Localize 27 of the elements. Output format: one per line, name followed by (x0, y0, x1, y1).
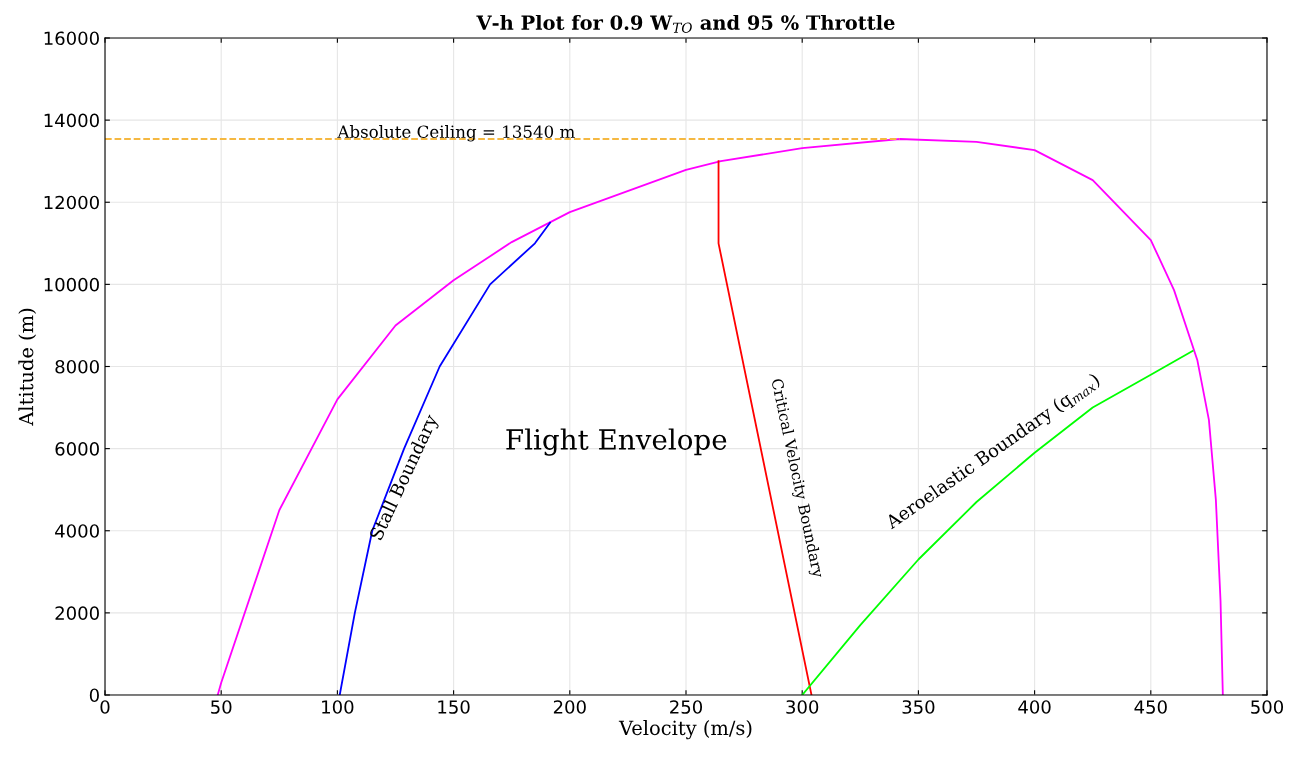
y-tick-label: 12000 (44, 195, 99, 210)
y-tick-label: 2000 (55, 606, 99, 620)
y-axis-title: Altitude (m) (18, 308, 37, 426)
x-tick-label: 400 (1018, 700, 1051, 714)
x-tick-label: 350 (902, 700, 935, 714)
annotation: Critical Velocity Boundary (768, 378, 825, 580)
x-tick-label: 450 (1134, 700, 1167, 714)
y-tick-label: 8000 (55, 359, 99, 374)
annotation: Aeroelastic Boundary (q$_{max}$) (883, 372, 1103, 533)
x-tick-label: 250 (670, 700, 703, 714)
x-axis-title: Velocity (m/s) (618, 720, 752, 740)
annotation: Absolute Ceiling = 13540 m (337, 125, 575, 142)
chart-title: V-h Plot for 0.9 W$_{TO}$ and 95 % Throttle (476, 14, 895, 33)
annotation: Flight Envelope (506, 428, 727, 456)
x-tick-label: 300 (786, 700, 819, 714)
y-tick-label: 0 (89, 688, 99, 703)
x-tick-label: 100 (322, 700, 354, 714)
x-tick-label: 200 (553, 700, 586, 714)
y-tick-label: 6000 (55, 442, 99, 456)
y-tick-label: 14000 (44, 113, 99, 128)
y-tick-label: 16000 (44, 31, 99, 46)
x-tick-label: 50 (211, 700, 232, 714)
x-tick-label: 0 (100, 700, 110, 714)
y-tick-label: 4000 (55, 524, 99, 538)
x-tick-label: 150 (438, 700, 470, 714)
x-tick-label: 500 (1251, 700, 1284, 714)
y-tick-label: 10000 (44, 277, 99, 292)
